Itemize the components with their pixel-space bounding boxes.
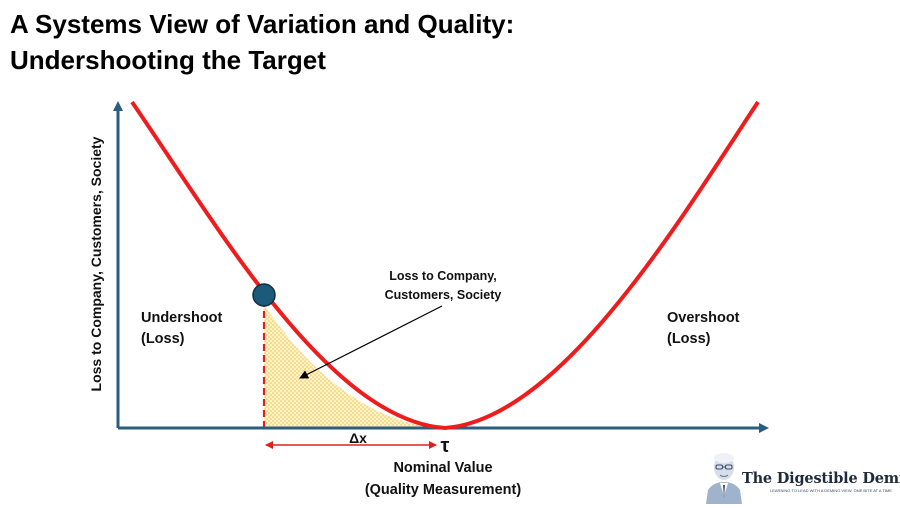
page-title: A Systems View of Variation and Quality:… (10, 6, 514, 78)
title-line-1: A Systems View of Variation and Quality: (10, 9, 515, 39)
y-axis-label: Loss to Company, Customers, Society (88, 136, 104, 391)
target-symbol: τ (441, 435, 450, 457)
undershoot-label-line-1: Undershoot (141, 310, 223, 326)
brand-name: The Digestible Deming (742, 470, 900, 487)
loss-note-arrow (299, 305, 443, 379)
overshoot-label-line-1: Overshoot (667, 310, 740, 326)
title-line-2: Undershooting the Target (10, 45, 326, 75)
loss-note-line-1: Loss to Company, (389, 269, 496, 283)
undershoot-point (252, 283, 276, 307)
brand-logo: The Digestible Deming LEARNING TO LEAD W… (704, 448, 900, 504)
x-axis-label-line-2: (Quality Measurement) (365, 482, 521, 498)
loss-note-line-2: Customers, Society (385, 288, 502, 302)
brand-tagline: LEARNING TO LEAD WITH A DEMING VIEW, ONE… (770, 488, 892, 493)
overshoot-label-line-2: (Loss) (667, 331, 711, 347)
loss-curve (130, 100, 760, 431)
undershoot-label-line-2: (Loss) (141, 331, 185, 347)
delta-x-label: Δx (349, 430, 367, 446)
x-axis-label-line-1: Nominal Value (393, 460, 492, 476)
loss-area (264, 304, 445, 428)
deming-portrait-icon (706, 453, 742, 504)
